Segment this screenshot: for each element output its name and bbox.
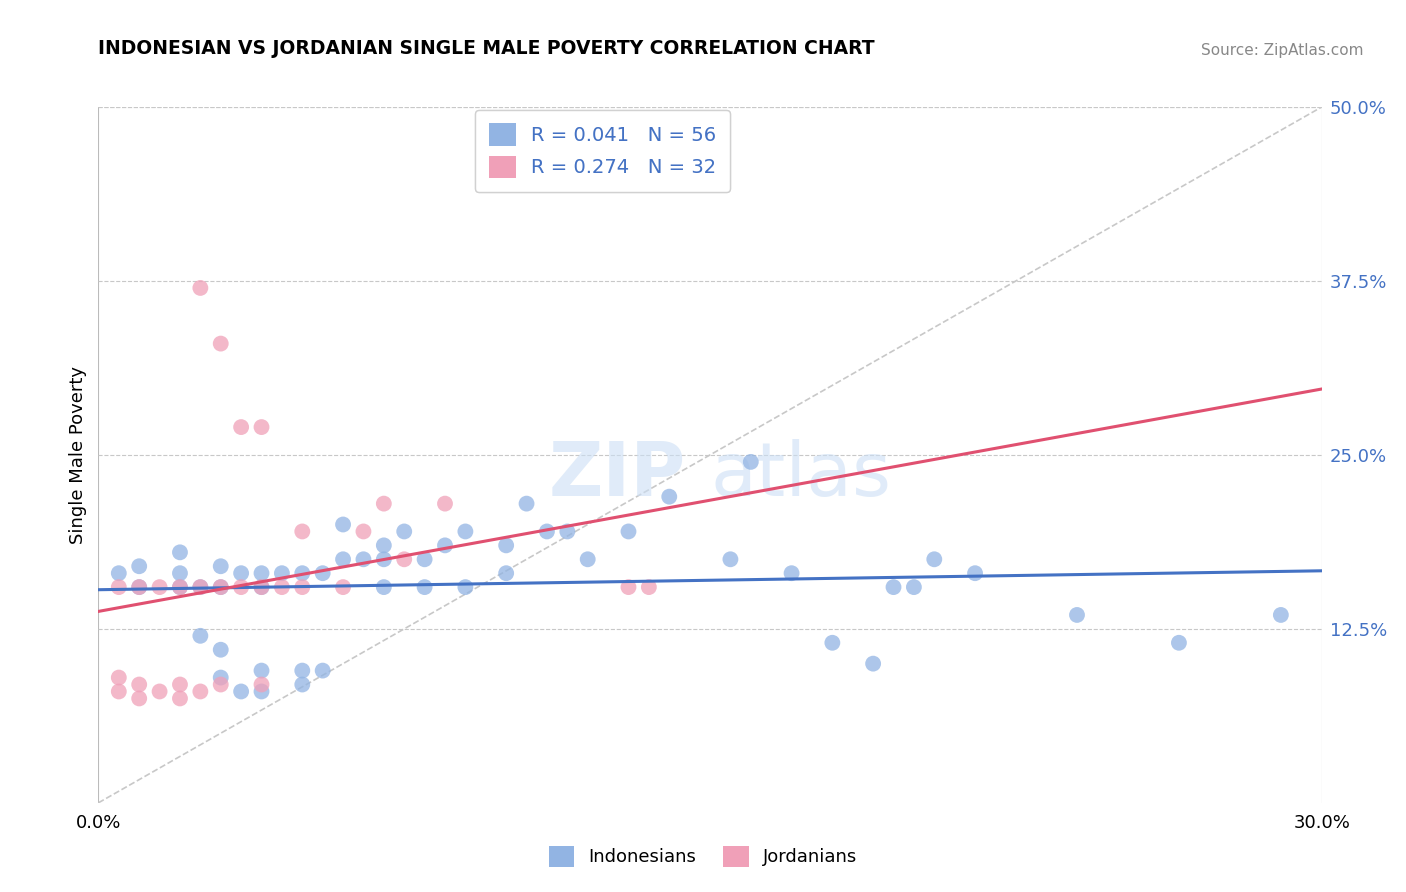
Point (250, 677, 273, 691)
Point (536, 524, 558, 539)
Point (312, 664, 335, 678)
Point (209, 677, 232, 691)
Point (169, 677, 191, 691)
Point (209, 336, 232, 351)
Text: Source: ZipAtlas.com: Source: ZipAtlas.com (1201, 43, 1364, 58)
Point (128, 580, 150, 594)
Point (270, 580, 294, 594)
Point (617, 580, 640, 594)
Point (332, 517, 354, 532)
Point (576, 552, 599, 566)
Point (169, 580, 191, 594)
Point (188, 580, 212, 594)
Legend: R = 0.041   N = 56, R = 0.274   N = 32: R = 0.041 N = 56, R = 0.274 N = 32 (475, 110, 730, 192)
Point (209, 559, 232, 574)
Point (373, 538, 395, 552)
Point (169, 545, 191, 559)
Point (434, 538, 457, 552)
Point (965, 566, 987, 581)
Point (780, 566, 803, 581)
Point (740, 455, 762, 469)
Text: ZIP: ZIP (548, 439, 686, 512)
Point (209, 642, 232, 657)
Text: INDONESIAN VS JORDANIAN SINGLE MALE POVERTY CORRELATION CHART: INDONESIAN VS JORDANIAN SINGLE MALE POVE… (98, 39, 875, 58)
Point (883, 580, 905, 594)
Point (250, 420, 273, 434)
Point (231, 420, 253, 434)
Point (373, 552, 395, 566)
Point (352, 524, 374, 539)
Point (270, 566, 294, 581)
Point (188, 580, 212, 594)
Point (188, 684, 212, 698)
Point (516, 497, 538, 511)
Point (108, 671, 131, 685)
Point (231, 580, 253, 594)
Point (1066, 607, 1088, 622)
Point (209, 580, 232, 594)
Point (903, 580, 925, 594)
Point (495, 538, 517, 552)
Point (250, 580, 273, 594)
Point (250, 664, 273, 678)
Point (862, 657, 884, 671)
Point (169, 580, 191, 594)
Point (392, 552, 416, 566)
Point (658, 490, 681, 504)
Point (434, 497, 457, 511)
Point (250, 566, 273, 581)
Point (922, 552, 945, 566)
Point (231, 566, 253, 581)
Point (291, 566, 314, 581)
Point (373, 497, 395, 511)
Point (454, 524, 477, 539)
Point (188, 629, 212, 643)
Y-axis label: Single Male Poverty: Single Male Poverty (69, 366, 87, 544)
Point (149, 684, 172, 698)
Point (231, 684, 253, 698)
Point (312, 566, 335, 581)
Point (373, 580, 395, 594)
Point (332, 580, 354, 594)
Point (209, 671, 232, 685)
Point (291, 580, 314, 594)
Point (720, 552, 742, 566)
Point (291, 664, 314, 678)
Point (557, 524, 579, 539)
Point (617, 524, 640, 539)
Point (149, 580, 172, 594)
Point (250, 580, 273, 594)
Point (1167, 636, 1189, 650)
Point (128, 677, 150, 691)
Point (108, 566, 131, 581)
Point (332, 552, 354, 566)
Point (495, 566, 517, 581)
Point (108, 684, 131, 698)
Point (128, 559, 150, 574)
Point (128, 691, 150, 706)
Point (169, 691, 191, 706)
Point (638, 580, 661, 594)
Point (291, 524, 314, 539)
Point (108, 580, 131, 594)
Point (821, 636, 844, 650)
Point (454, 580, 477, 594)
Point (352, 552, 374, 566)
Point (413, 552, 436, 566)
Point (392, 524, 416, 539)
Point (291, 677, 314, 691)
Point (188, 281, 212, 295)
Legend: Indonesians, Jordanians: Indonesians, Jordanians (541, 838, 865, 874)
Point (169, 566, 191, 581)
Point (128, 580, 150, 594)
Point (250, 684, 273, 698)
Point (413, 580, 436, 594)
Point (209, 580, 232, 594)
Point (1270, 607, 1292, 622)
Text: atlas: atlas (710, 439, 891, 512)
